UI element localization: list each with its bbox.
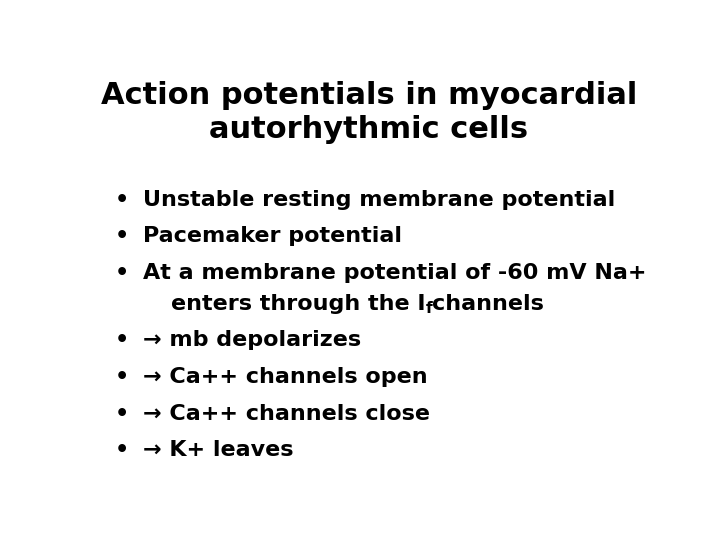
Text: •: • — [115, 226, 130, 246]
Text: enters through the I: enters through the I — [171, 294, 426, 314]
Text: Unstable resting membrane potential: Unstable resting membrane potential — [143, 190, 616, 210]
Text: •: • — [115, 190, 130, 210]
Text: → mb depolarizes: → mb depolarizes — [143, 330, 361, 350]
Text: •: • — [115, 404, 130, 424]
Text: channels: channels — [432, 294, 544, 314]
Text: •: • — [115, 367, 130, 387]
Text: Pacemaker potential: Pacemaker potential — [143, 226, 402, 246]
Text: •: • — [115, 440, 130, 460]
Text: •: • — [115, 263, 130, 283]
Text: → K+ leaves: → K+ leaves — [143, 440, 294, 460]
Text: → Ca++ channels open: → Ca++ channels open — [143, 367, 428, 387]
Text: At a membrane potential of -60 mV Na+: At a membrane potential of -60 mV Na+ — [143, 263, 647, 283]
Text: f: f — [426, 301, 432, 316]
Text: •: • — [115, 330, 130, 350]
Text: Action potentials in myocardial
autorhythmic cells: Action potentials in myocardial autorhyt… — [101, 82, 637, 144]
Text: → Ca++ channels close: → Ca++ channels close — [143, 404, 430, 424]
